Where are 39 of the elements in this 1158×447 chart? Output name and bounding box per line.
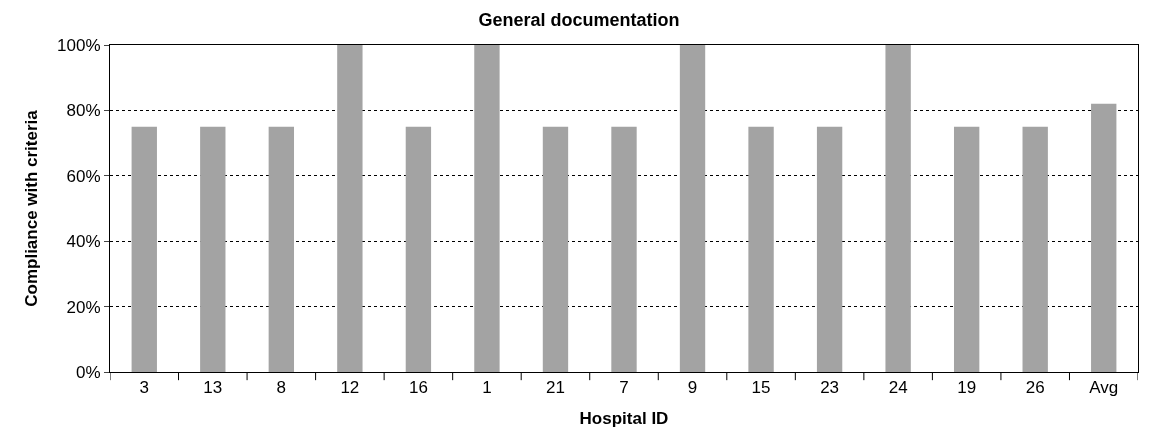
bar (611, 126, 637, 372)
bar (200, 126, 226, 372)
x-tick-label: 7 (619, 378, 629, 398)
x-tick-label: 8 (276, 378, 287, 398)
bar (474, 45, 500, 372)
y-tick-label: 40% (66, 232, 101, 252)
x-tick-label: 9 (687, 378, 698, 398)
bar (816, 126, 843, 372)
y-tick-label: 20% (66, 297, 101, 317)
x-tick-label: 1 (482, 378, 492, 398)
x-tick-label: 23 (820, 378, 840, 398)
y-tick-label: 0% (76, 362, 101, 382)
bar (337, 45, 363, 372)
x-tick-label: 26 (1025, 378, 1045, 398)
y-tick-label: 60% (66, 166, 101, 186)
x-axis-title: Hospital ID (579, 408, 669, 428)
x-tick-label: 13 (203, 378, 223, 398)
y-axis-title: Compliance with criteria (21, 109, 41, 307)
bar (679, 45, 706, 372)
bar (953, 126, 980, 372)
x-tick-label: 12 (340, 378, 360, 398)
x-tick-label: 24 (888, 378, 908, 398)
x-tick-label: 15 (751, 378, 771, 398)
chart-title: General documentation (478, 10, 680, 31)
x-tick-label: 3 (139, 378, 149, 398)
bar (542, 126, 569, 372)
y-tick-label: 80% (66, 101, 101, 121)
bar (885, 45, 911, 372)
bar (405, 126, 432, 372)
x-tick-label: 21 (546, 378, 565, 398)
bar (1022, 126, 1048, 372)
bar (268, 126, 295, 372)
bar (1091, 103, 1117, 372)
y-tick-label: 100% (57, 35, 101, 55)
bar (748, 126, 774, 372)
bar (131, 126, 157, 372)
x-tick-label: 16 (408, 378, 428, 398)
x-tick-label: Avg (1089, 378, 1119, 398)
x-tick-label: 19 (957, 378, 977, 398)
